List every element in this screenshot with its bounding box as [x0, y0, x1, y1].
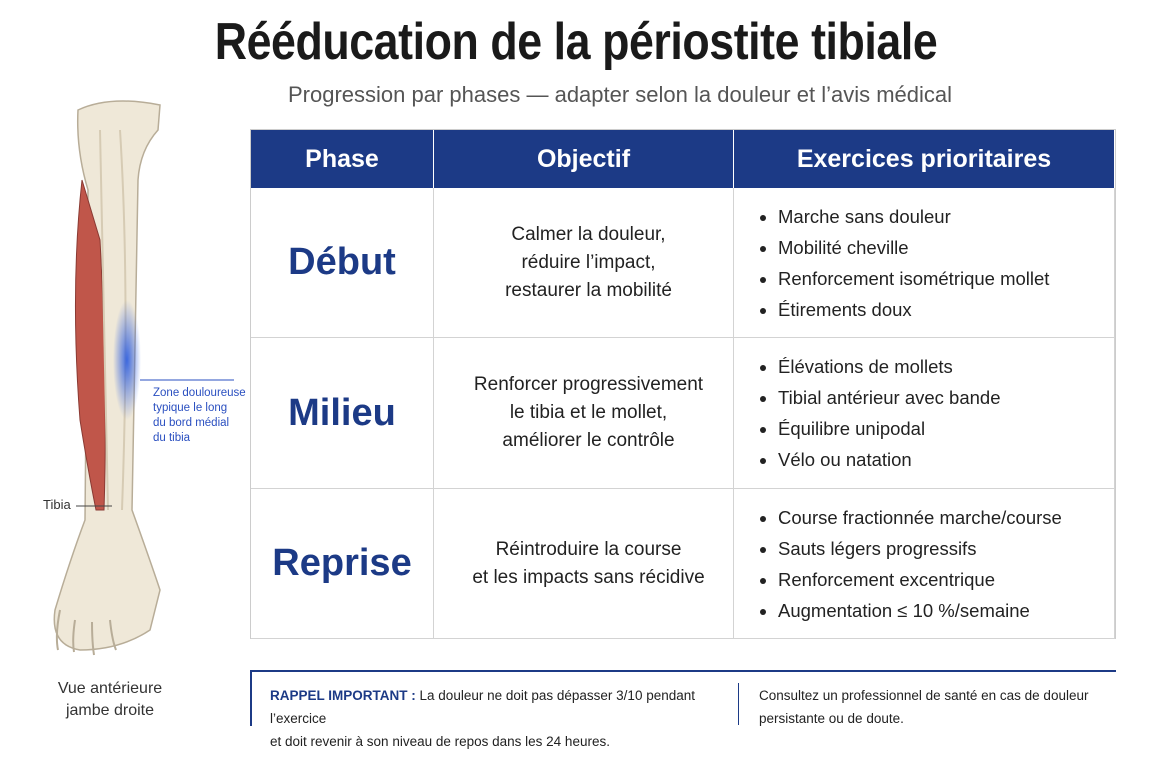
caption-line: Vue antérieure — [57, 680, 163, 697]
footer-label: RAPPEL IMPORTANT : — [270, 688, 416, 703]
phase-cell: Milieu — [251, 338, 434, 489]
exercises-cell: Élévations de molletsTibial antérieur av… — [734, 338, 1115, 489]
objective-line: Calmer la douleur, — [511, 223, 666, 245]
phase-cell: Début — [251, 188, 434, 338]
objective-cell: Calmer la douleur, réduire l’impact, resta… — [434, 188, 734, 338]
footer-note: Consultez un professionnel de santé en c… — [759, 684, 1109, 730]
exercise-item: Étirements doux — [778, 294, 1049, 325]
objective-line: réduire l’impact, — [521, 251, 656, 273]
exercise-item: Renforcement excentrique — [778, 564, 1062, 595]
exercise-list: Élévations de molletsTibial antérieur av… — [760, 351, 1000, 475]
exercises-cell: Marche sans douleurMobilité chevilleRenf… — [734, 188, 1115, 338]
header-cell: Objectif — [434, 130, 734, 188]
objective-line: le tibia et le mollet, — [509, 402, 668, 423]
objective-line: améliorer le contrôle — [502, 430, 675, 451]
zone-label-line: Zone douloureuse — [153, 387, 246, 399]
tibia-label: Tibia — [43, 497, 71, 512]
exercises-cell: Course fractionnée marche/courseSauts lé… — [734, 489, 1115, 639]
exercise-item: Course fractionnée marche/course — [778, 502, 1062, 533]
exercise-item: Tibial antérieur avec bande — [778, 382, 1000, 413]
caption-line: jambe droite — [65, 702, 155, 719]
title: Rééducation de la périostite tibiale — [214, 13, 938, 71]
exercise-list: Course fractionnée marche/courseSauts lé… — [760, 502, 1062, 626]
caption: Vue antérieure jambe droite — [30, 678, 190, 722]
footer-note-line: persistante ou de doute. — [759, 711, 904, 726]
zone-label: Zone douloureuse typique le long du bord… — [153, 386, 246, 446]
exercise-item: Équilibre unipodal — [778, 413, 1000, 444]
exercise-item: Marche sans douleur — [778, 201, 1049, 232]
objective-line: et les impacts sans récidive — [472, 566, 705, 588]
zone-label-line: du bord médial — [153, 417, 230, 429]
objective-line: Renforcer progressivement — [473, 374, 704, 395]
exercise-item: Sauts légers progressifs — [778, 533, 1062, 564]
footer-divider — [738, 683, 739, 725]
exercise-item: Élévations de mollets — [778, 351, 1000, 382]
phase-table: Phase Objectif Exercices prioritaires Début… — [250, 129, 1116, 639]
footer-text: et doit revenir à son niveau de repos da… — [270, 734, 610, 749]
exercise-item: Mobilité cheville — [778, 232, 1049, 263]
objective-line: restaurer la mobilité — [505, 279, 672, 301]
objective-line: Réintroduire la course — [495, 538, 682, 560]
footer-text: La douleur ne doit pas dépasser 3/10 pen… — [270, 688, 695, 726]
header-cell: Phase — [251, 130, 434, 188]
leg-illustration — [53, 100, 234, 656]
header-cell: Exercices prioritaires — [734, 130, 1115, 188]
zone-label-line: du tibia — [153, 432, 191, 444]
zone-label-line: typique le long — [153, 402, 228, 414]
footer-note-line: Consultez un professionnel de santé en c… — [759, 688, 1089, 703]
exercise-item: Renforcement isométrique mollet — [778, 263, 1049, 294]
footer-box — [250, 670, 1116, 726]
footer-reminder: RAPPEL IMPORTANT : La douleur ne doit pa… — [270, 684, 730, 753]
exercise-item: Vélo ou natation — [778, 444, 1000, 475]
subtitle: Progression par phases — adapter selon l… — [288, 82, 953, 107]
objective-cell: Renforcer progressivement le tibia et le … — [434, 338, 734, 489]
exercise-item: Augmentation ≤ 10 %/semaine — [778, 595, 1062, 626]
phase-cell: Reprise — [251, 489, 434, 639]
exercise-list: Marche sans douleurMobilité chevilleRenf… — [760, 201, 1049, 325]
objective-cell: Réintroduire la course et les impacts san… — [434, 489, 734, 639]
